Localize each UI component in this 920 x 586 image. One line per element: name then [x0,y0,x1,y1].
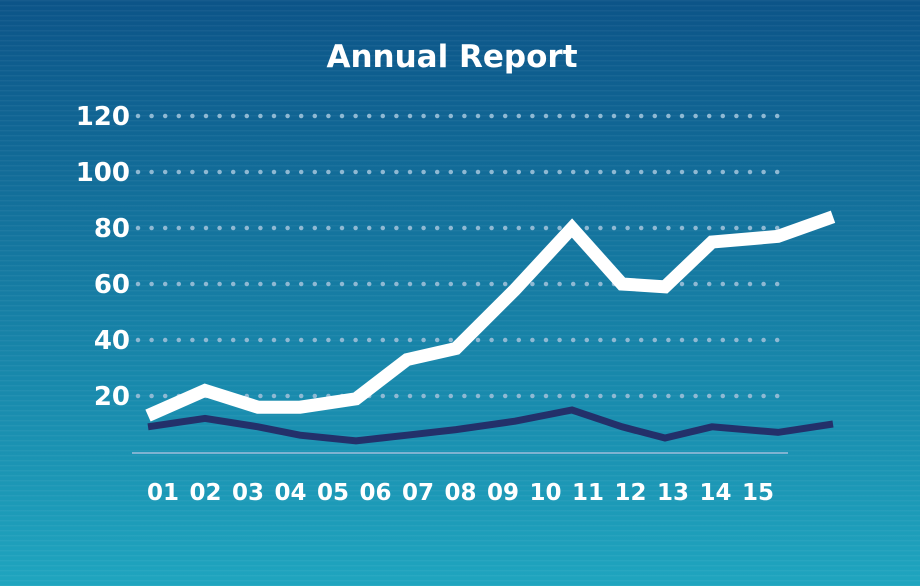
x-tick-label: 04 [274,480,306,506]
chart-title: Annual Report [326,39,577,75]
y-tick-label: 120 [76,102,130,132]
x-tick-label: 12 [614,480,646,506]
y-tick-label: 40 [94,326,130,356]
grid-lines [135,113,783,399]
x-tick-label: 10 [529,480,561,506]
x-tick-label: 01 [147,480,179,506]
y-tick-label: 20 [94,382,130,412]
x-tick-label: 07 [402,480,434,506]
x-tick-label: 13 [657,480,689,506]
y-tick-label: 80 [94,214,130,244]
x-tick-label: 06 [359,480,391,506]
y-tick-label: 60 [94,270,130,300]
x-tick-label: 09 [487,480,519,506]
x-tick-label: 15 [742,480,774,506]
series-layer [145,210,836,445]
x-tick-label: 05 [317,480,349,506]
x-axis: 01 02 03 04 05 06 07 08 09 10 11 12 13 14 15 [147,480,774,506]
series-line-primary [145,210,836,422]
x-tick-label: 08 [444,480,476,506]
y-tick-label: 100 [76,158,130,188]
x-tick-label: 11 [572,480,604,506]
series-line-secondary [147,406,834,445]
x-tick-label: 03 [232,480,264,506]
x-tick-label: 02 [189,480,221,506]
x-tick-label: 14 [699,480,731,506]
y-axis: 20 40 60 80 100 120 [76,102,130,412]
